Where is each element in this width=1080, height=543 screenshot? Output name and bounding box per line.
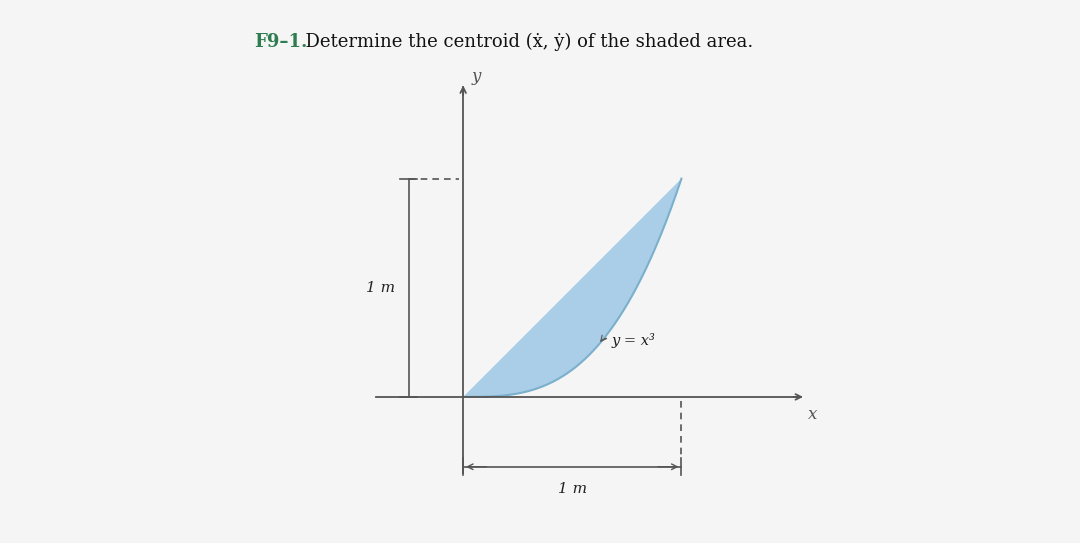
Text: y = x³: y = x³: [611, 333, 656, 348]
Text: Determine the centroid (ẋ, ẏ) of the shaded area.: Determine the centroid (ẋ, ẏ) of the sha…: [294, 33, 753, 51]
Polygon shape: [463, 179, 681, 397]
Text: F9–1.: F9–1.: [254, 33, 307, 50]
Text: y: y: [472, 67, 482, 85]
Text: x: x: [808, 406, 818, 422]
Text: 1 m: 1 m: [366, 281, 395, 295]
Text: 1 m: 1 m: [557, 482, 586, 496]
